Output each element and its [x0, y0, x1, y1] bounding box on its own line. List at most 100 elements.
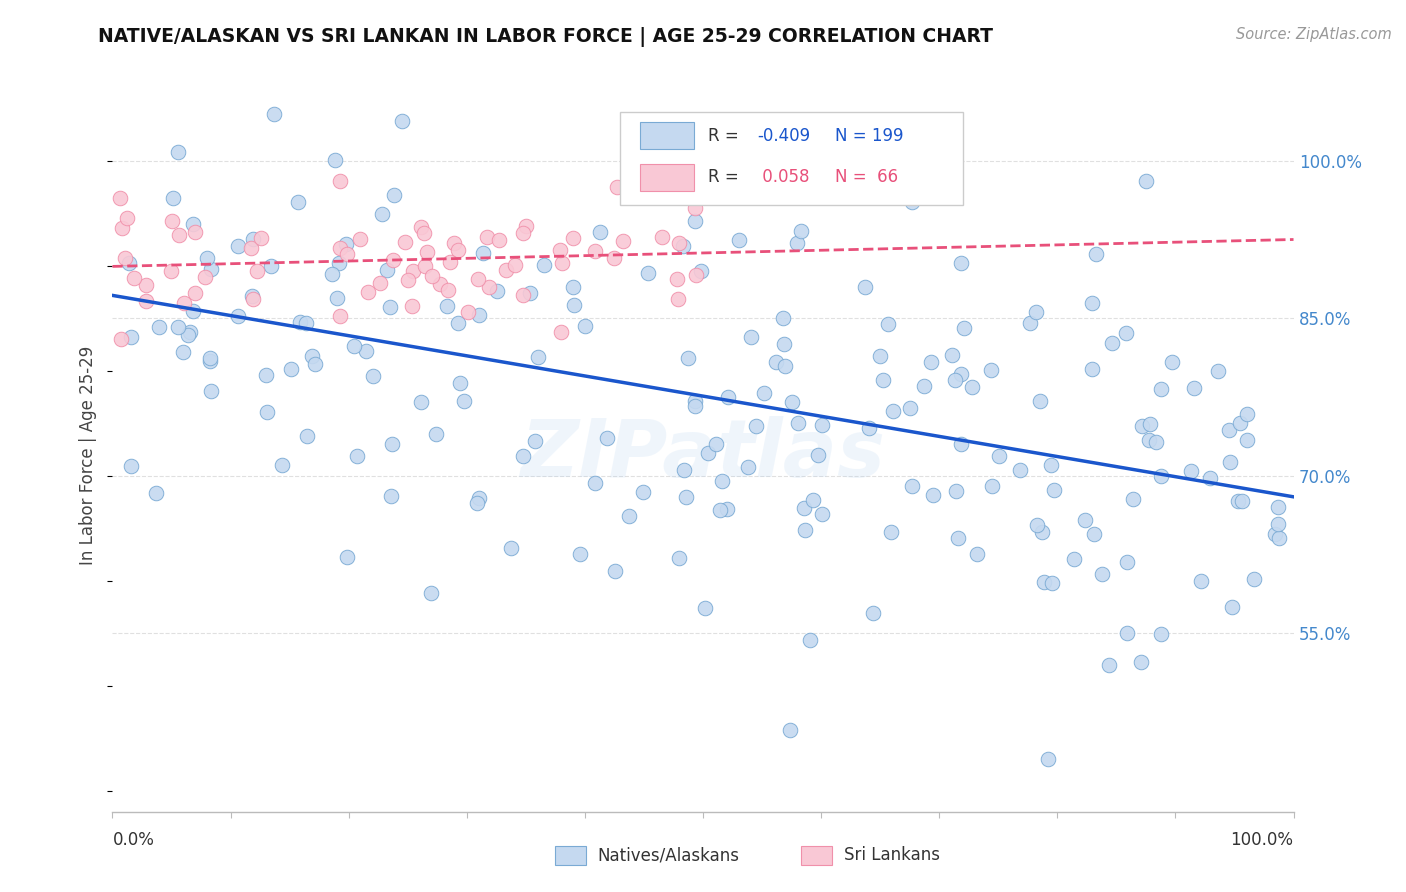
Point	[1122, 491, 1144, 506]
Point	[135, 0, 157, 13]
Text: R =: R =	[707, 169, 744, 186]
Point	[401, 299, 423, 313]
Point	[987, 449, 1010, 463]
Text: ZIPatlas: ZIPatlas	[520, 416, 886, 494]
Point	[1101, 335, 1123, 350]
Point	[183, 225, 205, 239]
Text: 100.0%: 100.0%	[1230, 830, 1294, 848]
Point	[485, 284, 508, 298]
Point	[966, 547, 988, 561]
Point	[194, 270, 217, 285]
Point	[375, 263, 398, 277]
Point	[437, 284, 460, 298]
Point	[772, 311, 794, 326]
Point	[1083, 526, 1105, 541]
Point	[263, 107, 285, 121]
Point	[1115, 555, 1137, 569]
Point	[1063, 552, 1085, 566]
Point	[425, 426, 447, 441]
Point	[249, 231, 271, 245]
Point	[945, 484, 967, 499]
Point	[1267, 500, 1289, 515]
Point	[922, 488, 945, 502]
Point	[195, 252, 218, 266]
Y-axis label: In Labor Force | Age 25-29: In Labor Force | Age 25-29	[79, 345, 97, 565]
Point	[602, 251, 624, 265]
Point	[177, 327, 200, 342]
Point	[617, 508, 640, 523]
Point	[198, 351, 221, 365]
Point	[1098, 658, 1121, 673]
Point	[1019, 317, 1042, 331]
Point	[678, 351, 700, 365]
FancyBboxPatch shape	[640, 122, 693, 150]
Point	[551, 256, 574, 270]
Point	[145, 486, 167, 500]
Point	[179, 325, 201, 339]
Point	[810, 507, 832, 521]
Point	[1085, 247, 1108, 261]
Point	[949, 255, 972, 269]
Point	[981, 479, 1004, 493]
Point	[370, 277, 392, 291]
Point	[627, 44, 650, 58]
Point	[1267, 516, 1289, 531]
Point	[468, 491, 491, 506]
Point	[1135, 174, 1157, 188]
Point	[135, 278, 157, 293]
Point	[411, 220, 433, 235]
Point	[1236, 434, 1258, 448]
Point	[786, 235, 808, 250]
Text: R =: R =	[707, 127, 744, 145]
Point	[668, 551, 690, 566]
Point	[381, 437, 404, 451]
Point	[381, 252, 404, 267]
Point	[637, 266, 659, 280]
Point	[1091, 566, 1114, 581]
Point	[1115, 326, 1137, 340]
Point	[200, 262, 222, 277]
Point	[336, 247, 359, 261]
Point	[583, 244, 606, 259]
Point	[160, 214, 183, 228]
Point	[512, 449, 534, 463]
Point	[394, 235, 416, 249]
Point	[685, 268, 707, 282]
Point	[1161, 354, 1184, 368]
Point	[349, 232, 371, 246]
Point	[472, 246, 495, 260]
Point	[271, 458, 294, 472]
Point	[1144, 435, 1167, 450]
Point	[242, 232, 264, 246]
Point	[416, 244, 439, 259]
Point	[110, 332, 132, 346]
Point	[111, 221, 134, 235]
Point	[524, 434, 547, 448]
Point	[728, 43, 751, 57]
Point	[447, 316, 470, 330]
Point	[512, 288, 534, 302]
Point	[1236, 407, 1258, 421]
Point	[1206, 364, 1229, 378]
Point	[960, 379, 983, 393]
Point	[1040, 575, 1063, 590]
Text: -0.409: -0.409	[758, 127, 810, 145]
Point	[790, 224, 813, 238]
Point	[1150, 469, 1173, 483]
Point	[793, 501, 815, 516]
Point	[1139, 417, 1161, 431]
Point	[256, 405, 278, 419]
Point	[901, 479, 924, 493]
Point	[717, 390, 740, 404]
Point	[672, 463, 695, 477]
Point	[336, 549, 359, 564]
Point	[787, 417, 810, 431]
Point	[855, 279, 877, 293]
Point	[745, 419, 768, 434]
Point	[793, 524, 815, 538]
Point	[550, 325, 572, 339]
Point	[287, 194, 309, 209]
Point	[869, 349, 891, 363]
Point	[603, 564, 626, 578]
Point	[503, 258, 526, 272]
